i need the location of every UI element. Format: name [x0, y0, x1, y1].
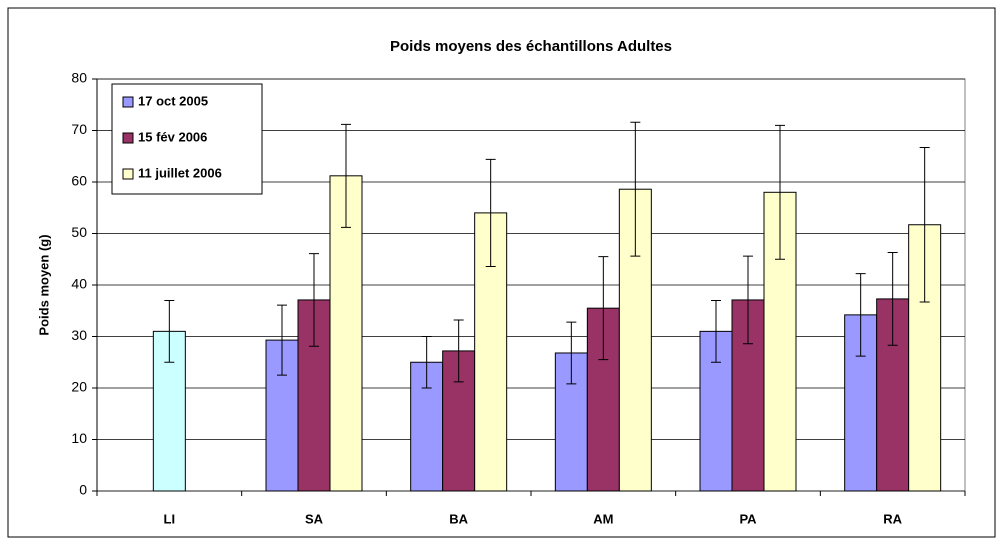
bar	[152, 330, 186, 492]
y-axis-label: Poids moyen (g)	[36, 234, 51, 335]
y-tick-label: 80	[71, 70, 87, 86]
y-tick-label: 40	[71, 276, 87, 292]
x-tick-label: SA	[305, 511, 324, 526]
error-bar	[855, 273, 866, 357]
error-bar	[743, 255, 753, 345]
error-bar	[887, 252, 898, 346]
y-tick-label: 60	[71, 173, 87, 189]
error-bar	[919, 146, 930, 303]
error-bar	[309, 253, 319, 347]
x-tick-label: AM	[593, 511, 613, 526]
x-tick-label: RA	[883, 511, 902, 526]
legend-label: 17 oct 2005	[138, 93, 208, 108]
x-tick-label: BA	[449, 511, 468, 526]
bar	[329, 175, 363, 492]
error-bar	[453, 319, 464, 383]
y-tick-label: 20	[71, 379, 87, 395]
y-tick-label: 70	[71, 121, 87, 137]
y-tick-label: 30	[71, 327, 87, 343]
error-bar	[421, 336, 432, 389]
legend-swatch	[122, 96, 134, 108]
error-bar	[485, 158, 496, 267]
error-bar	[630, 121, 641, 257]
x-tick-label: LI	[164, 511, 176, 526]
error-bar	[598, 256, 609, 361]
legend-swatch	[122, 168, 134, 180]
error-bar	[566, 321, 577, 385]
error-bar	[775, 124, 785, 260]
legend-box	[111, 83, 263, 195]
y-tick-label: 50	[71, 224, 87, 240]
error-bar	[711, 299, 721, 363]
legend-swatch	[122, 132, 134, 144]
chart-title: Poids moyens des échantillons Adultes	[390, 38, 672, 55]
x-tick-label: PA	[739, 511, 757, 526]
legend-label: 15 fév 2006	[138, 129, 207, 144]
error-bar	[277, 304, 287, 376]
error-bar	[341, 123, 351, 228]
y-tick-label: 10	[71, 430, 87, 446]
y-tick-label: 0	[79, 482, 87, 498]
error-bar	[164, 299, 175, 363]
legend-label: 11 juillet 2006	[138, 165, 222, 180]
